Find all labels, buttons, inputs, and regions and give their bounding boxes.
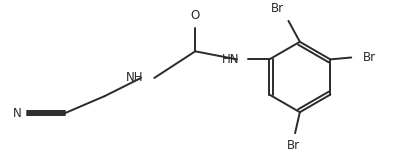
Text: O: O — [191, 9, 200, 22]
Text: Br: Br — [363, 51, 376, 64]
Text: N: N — [12, 107, 21, 120]
Text: Br: Br — [271, 2, 284, 15]
Text: Br: Br — [286, 139, 300, 152]
Text: HN: HN — [221, 53, 239, 66]
Text: NH: NH — [125, 71, 143, 84]
